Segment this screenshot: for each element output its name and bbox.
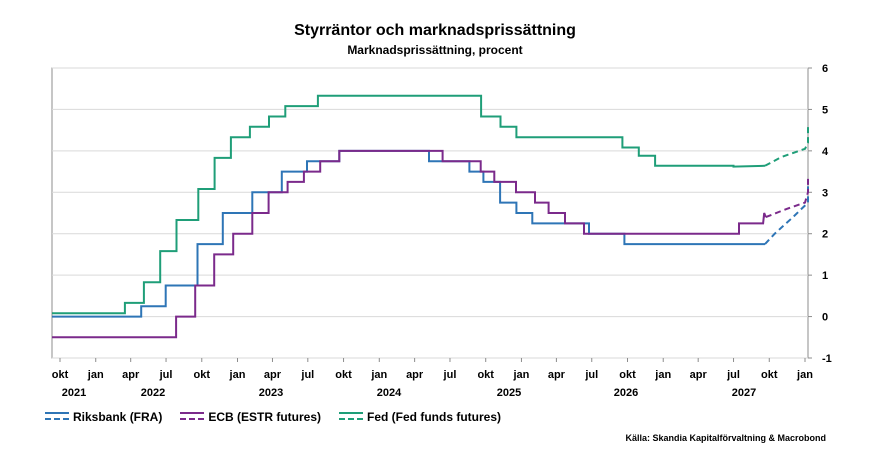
x-tick-label: jan bbox=[796, 369, 813, 381]
x-year-label: 2021 bbox=[62, 387, 86, 399]
legend-label-ecb: ECB (ESTR futures) bbox=[208, 410, 322, 424]
legend-swatch-riksbank bbox=[45, 412, 69, 422]
x-year-label: 2026 bbox=[614, 387, 638, 399]
x-tick-label: okt bbox=[477, 369, 494, 381]
x-year-label: 2023 bbox=[259, 387, 283, 399]
y-tick-label: 4 bbox=[822, 146, 829, 158]
x-year-label: 2027 bbox=[732, 387, 756, 399]
y-tick-label: 2 bbox=[822, 229, 828, 241]
y-tick-label: 6 bbox=[822, 63, 828, 75]
x-tick-label: apr bbox=[548, 369, 566, 381]
series-forecast-ecb bbox=[765, 175, 809, 219]
legend-swatch-fed bbox=[339, 412, 364, 422]
x-tick-label: jan bbox=[229, 369, 246, 381]
legend-label-fed: Fed (Fed funds futures) bbox=[367, 410, 502, 424]
y-tick-label: 1 bbox=[822, 270, 828, 282]
series-forecast-fed bbox=[764, 126, 809, 167]
x-tick-label: okt bbox=[761, 369, 778, 381]
x-tick-label: jul bbox=[726, 369, 740, 381]
x-tick-label: jan bbox=[654, 369, 671, 381]
x-year-label: 2022 bbox=[141, 387, 165, 399]
y-tick-label: 3 bbox=[822, 187, 828, 199]
x-tick-label: jul bbox=[300, 369, 314, 381]
y-tick-label: -1 bbox=[822, 353, 832, 365]
legend-item-riksbank: Riksbank (FRA) bbox=[45, 410, 162, 424]
x-tick-label: apr bbox=[406, 369, 424, 381]
x-tick-label: apr bbox=[264, 369, 282, 381]
x-tick-label: okt bbox=[335, 369, 352, 381]
x-tick-label: okt bbox=[619, 369, 636, 381]
x-year-label: 2024 bbox=[377, 387, 402, 399]
legend-label-riksbank: Riksbank (FRA) bbox=[73, 410, 163, 424]
legend: Riksbank (FRA) ECB (ESTR futures) Fed (F… bbox=[45, 410, 501, 424]
chart-subtitle: Marknadsprissättning, procent bbox=[347, 43, 523, 57]
y-tick-label: 5 bbox=[822, 104, 828, 116]
x-tick-label: okt bbox=[194, 369, 211, 381]
source-note: Källa: Skandia Kapitalförvaltning & Macr… bbox=[625, 433, 826, 443]
series-line-fed bbox=[52, 94, 766, 315]
legend-swatch-ecb bbox=[180, 412, 205, 422]
x-tick-label: jan bbox=[512, 369, 529, 381]
legend-item-ecb: ECB (ESTR futures) bbox=[180, 410, 321, 424]
legend-item-fed: Fed (Fed funds futures) bbox=[339, 410, 501, 424]
series-line-ecb bbox=[52, 149, 767, 339]
x-tick-label: jan bbox=[370, 369, 387, 381]
x-tick-label: jul bbox=[584, 369, 598, 381]
x-tick-label: okt bbox=[52, 369, 69, 381]
x-tick-label: apr bbox=[690, 369, 708, 381]
chart-title: Styrräntor och marknadsprissättning bbox=[294, 22, 576, 39]
plot-frame bbox=[51, 67, 809, 359]
series-forecast-riksbank bbox=[764, 181, 809, 245]
x-tick-label: apr bbox=[122, 369, 140, 381]
x-year-label: 2025 bbox=[497, 387, 521, 399]
x-tick-label: jan bbox=[87, 369, 104, 381]
x-tick-label: jul bbox=[443, 369, 457, 381]
y-tick-label: 0 bbox=[822, 312, 828, 324]
x-tick-label: jul bbox=[159, 369, 173, 381]
